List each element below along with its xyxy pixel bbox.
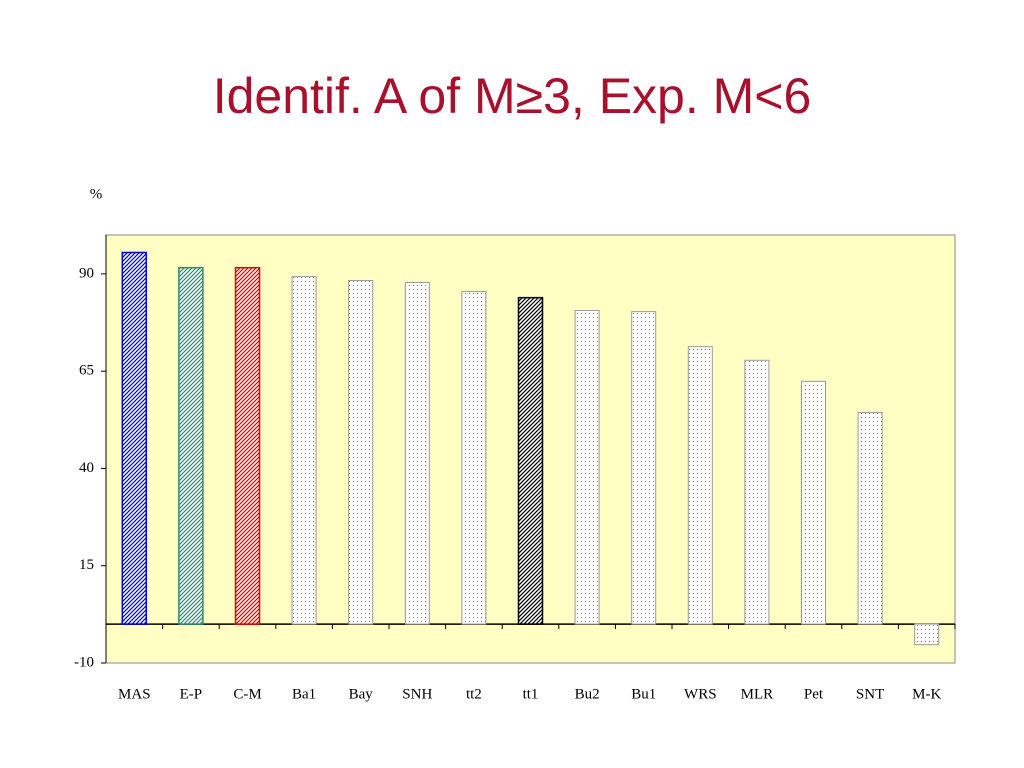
bar: [857, 411, 883, 625]
y-axis-label: %: [90, 186, 103, 202]
bar: [404, 281, 430, 625]
x-tick-label: C-M: [233, 686, 261, 702]
x-tick-label: Bu1: [631, 686, 656, 702]
bar: [291, 276, 317, 625]
x-tick-label: E-P: [180, 686, 203, 702]
chart-title: Identif. A of M≥3, Exp. M<6: [213, 68, 812, 124]
y-tick-label: 65: [79, 363, 94, 379]
x-tick-label: SNT: [856, 686, 884, 702]
bar: [801, 380, 826, 625]
x-tick-label: Bu2: [575, 686, 600, 702]
x-tick-label: WRS: [684, 686, 717, 702]
bar: [687, 346, 713, 625]
x-tick-label: tt1: [523, 686, 539, 702]
x-tick-label: Pet: [804, 686, 824, 702]
x-tick-label: M-K: [912, 686, 941, 702]
y-tick-label: 15: [79, 557, 94, 573]
bar: [121, 251, 148, 625]
bar: [348, 280, 374, 625]
y-tick-label: 90: [79, 265, 94, 281]
bar: [517, 296, 544, 625]
bar: [631, 311, 657, 625]
bar: [461, 290, 487, 625]
bar: [574, 309, 600, 625]
x-tick-label: SNH: [402, 686, 432, 702]
x-tick-label: Ba1: [292, 686, 316, 702]
bar: [178, 266, 204, 625]
y-tick-label: 40: [79, 460, 94, 476]
bar: [234, 266, 261, 625]
bar: [744, 359, 770, 625]
x-tick-label: MAS: [118, 686, 151, 702]
x-tick-label: tt2: [466, 686, 482, 702]
y-tick-label: -10: [74, 654, 94, 670]
x-tick-label: Bay: [349, 686, 374, 702]
x-tick-label: MLR: [741, 686, 774, 702]
bar: [914, 623, 940, 646]
